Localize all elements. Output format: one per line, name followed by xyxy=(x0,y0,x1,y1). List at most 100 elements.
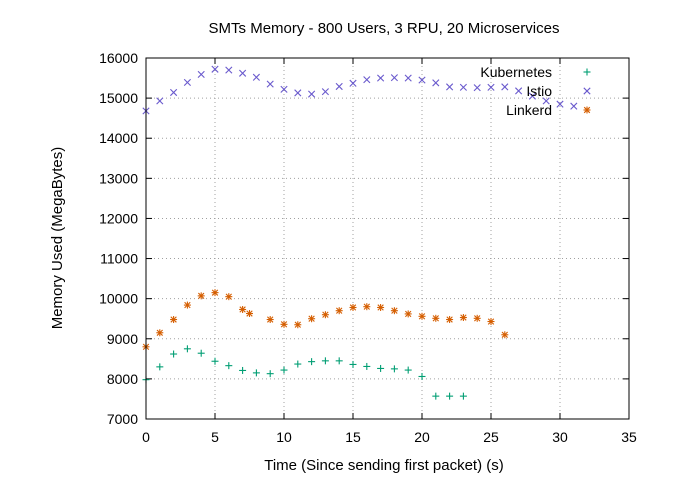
marker-stroke xyxy=(211,65,219,73)
marker-stroke xyxy=(515,87,523,95)
marker-stroke xyxy=(391,307,398,314)
x-tick-label: 5 xyxy=(211,429,219,445)
marker-stroke xyxy=(377,74,385,82)
kubernetes-point xyxy=(183,345,191,353)
kubernetes-point xyxy=(156,363,164,371)
plot-frame xyxy=(145,57,630,420)
linkerd-point xyxy=(390,307,398,315)
linkerd-point xyxy=(197,292,205,300)
marker-stroke xyxy=(170,88,178,97)
kubernetes-point xyxy=(432,392,440,400)
marker-stroke xyxy=(583,106,591,114)
linkerd-point xyxy=(404,310,412,318)
marker-stroke xyxy=(246,310,253,317)
kubernetes-point xyxy=(225,362,233,370)
linkerd-point xyxy=(335,307,343,315)
linkerd-point xyxy=(246,310,253,318)
marker-stroke xyxy=(501,83,509,91)
istio-point xyxy=(501,83,509,91)
y-tick-label: 12000 xyxy=(99,210,138,226)
y-tick-label: 14000 xyxy=(99,130,138,146)
istio-point xyxy=(321,88,329,96)
istio-point xyxy=(404,74,412,82)
istio-point xyxy=(197,70,205,79)
series-istio xyxy=(142,65,578,115)
kubernetes-point xyxy=(197,349,205,357)
istio-point xyxy=(418,76,426,84)
istio-point xyxy=(349,79,357,87)
istio-point xyxy=(528,92,536,100)
kubernetes-point xyxy=(363,362,371,370)
marker-stroke xyxy=(528,92,536,100)
linkerd-point xyxy=(321,311,329,319)
istio-point xyxy=(308,90,316,98)
linkerd-point xyxy=(377,303,385,311)
kubernetes-point xyxy=(211,357,219,365)
marker-stroke xyxy=(459,83,467,91)
linkerd-point xyxy=(363,303,371,311)
istio-point xyxy=(335,82,343,91)
marker-stroke xyxy=(474,315,481,322)
linkerd-point xyxy=(487,318,495,326)
y-tick-label: 16000 xyxy=(99,50,138,66)
marker-stroke xyxy=(280,85,288,93)
y-tick-label: 11000 xyxy=(100,251,138,267)
y-tick-label: 15000 xyxy=(99,90,138,106)
istio-point xyxy=(183,78,191,87)
istio-point xyxy=(542,97,550,105)
marker-stroke xyxy=(239,69,247,77)
series-linkerd xyxy=(142,289,509,351)
kubernetes-point xyxy=(266,370,274,378)
chart-title: SMTs Memory - 800 Users, 3 RPU, 20 Micro… xyxy=(209,20,560,37)
marker-stroke xyxy=(267,316,274,323)
marker-stroke xyxy=(473,84,481,92)
marker-stroke xyxy=(280,321,288,328)
marker-stroke xyxy=(239,306,246,313)
linkerd-point xyxy=(225,293,233,301)
istio-point xyxy=(252,73,260,81)
marker-stroke xyxy=(308,315,315,322)
x-tick-labels: 0 5 10 15 20 25 30 35 xyxy=(142,429,637,445)
marker-stroke xyxy=(156,97,164,105)
marker-stroke xyxy=(252,73,260,81)
marker-stroke xyxy=(349,79,357,87)
y-tick-label: 10000 xyxy=(99,291,138,307)
kubernetes-point xyxy=(377,364,385,372)
y-tick-label: 9000 xyxy=(107,331,138,347)
legend-marker-istio xyxy=(583,87,591,95)
marker-stroke xyxy=(322,311,329,318)
marker-stroke xyxy=(266,80,274,88)
marker-stroke xyxy=(418,76,426,84)
kubernetes-point xyxy=(252,369,260,377)
marker-stroke xyxy=(183,78,191,87)
marker-stroke xyxy=(556,100,564,108)
istio-point xyxy=(294,89,302,97)
axis-ticks xyxy=(145,57,630,420)
marker-stroke xyxy=(487,318,495,325)
linkerd-point xyxy=(432,314,440,322)
y-tick-labels: 7000 8000 9000 10000 11000 12000 13000 14000 150… xyxy=(99,50,138,427)
istio-point xyxy=(156,97,164,105)
istio-point xyxy=(515,87,523,95)
linkerd-point xyxy=(266,316,274,324)
marker-stroke xyxy=(446,316,453,323)
kubernetes-point xyxy=(390,365,398,373)
legend: Kubernetes Istio Linkerd xyxy=(480,64,591,118)
x-tick-label: 10 xyxy=(276,429,292,445)
legend-marker-linkerd xyxy=(583,106,591,114)
kubernetes-point xyxy=(335,357,343,365)
x-tick-label: 25 xyxy=(483,429,499,445)
marker-stroke xyxy=(308,90,316,98)
marker-stroke xyxy=(321,88,329,96)
istio-point xyxy=(459,83,467,91)
x-tick-label: 15 xyxy=(345,429,361,445)
istio-point xyxy=(280,85,288,93)
istio-point xyxy=(170,88,178,97)
kubernetes-point xyxy=(308,358,316,366)
marker-stroke xyxy=(349,304,357,311)
linkerd-point xyxy=(418,312,426,320)
marker-stroke xyxy=(198,292,205,300)
marker-stroke xyxy=(404,74,412,82)
istio-point xyxy=(487,83,495,91)
